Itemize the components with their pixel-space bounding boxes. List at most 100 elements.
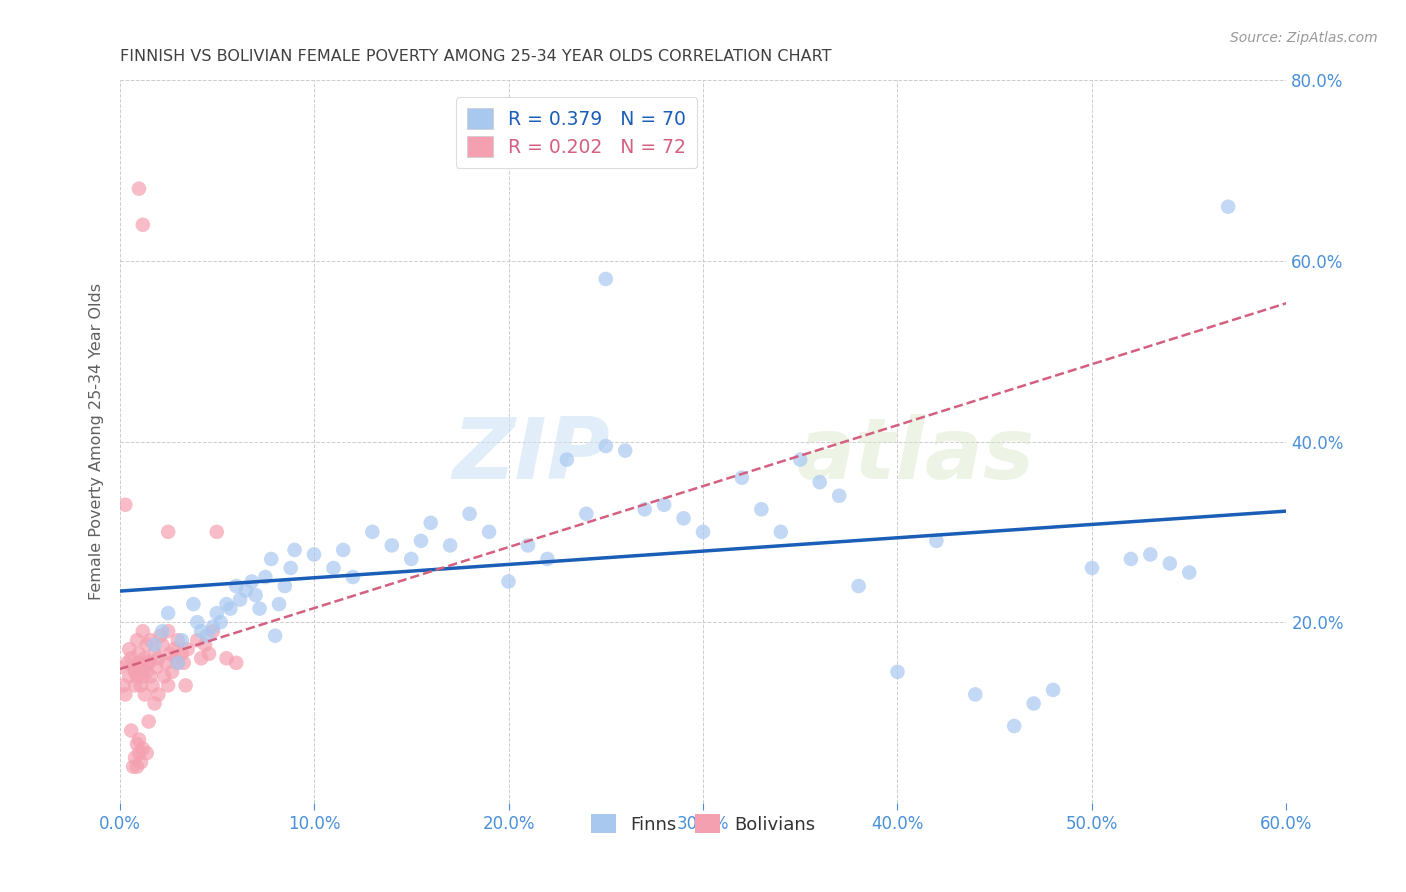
Point <box>143 638 166 652</box>
Point <box>129 660 152 674</box>
Point <box>1042 682 1064 697</box>
Point <box>229 592 252 607</box>
Point <box>190 651 212 665</box>
Point <box>132 218 155 232</box>
Text: ZIP: ZIP <box>451 415 610 498</box>
Point <box>274 579 297 593</box>
Point <box>195 629 218 643</box>
Point <box>174 678 197 692</box>
Point <box>672 511 695 525</box>
Point <box>125 669 148 683</box>
Y-axis label: Female Poverty Among 25-34 Year Olds: Female Poverty Among 25-34 Year Olds <box>89 283 104 600</box>
Point <box>634 502 657 516</box>
Point <box>692 524 714 539</box>
Point <box>128 746 150 760</box>
Point <box>1139 548 1161 562</box>
Point <box>143 647 166 661</box>
Text: FINNISH VS BOLIVIAN FEMALE POVERTY AMONG 25-34 YEAR OLDS CORRELATION CHART: FINNISH VS BOLIVIAN FEMALE POVERTY AMONG… <box>120 49 831 64</box>
Point <box>965 687 987 701</box>
Point <box>120 723 142 738</box>
Point <box>139 633 162 648</box>
Point <box>166 633 188 648</box>
Point <box>138 656 160 670</box>
Point <box>249 601 271 615</box>
Point <box>142 678 165 692</box>
Point <box>157 678 180 692</box>
Point <box>135 746 157 760</box>
Point <box>143 697 166 711</box>
Point <box>361 524 384 539</box>
Point <box>409 533 432 548</box>
Point <box>848 579 870 593</box>
Point <box>828 489 851 503</box>
Point <box>153 669 176 683</box>
Point <box>925 533 948 548</box>
Point <box>128 647 150 661</box>
Point <box>134 651 156 665</box>
Point <box>322 561 344 575</box>
Point <box>198 647 221 661</box>
Point <box>245 588 267 602</box>
Point <box>194 638 217 652</box>
Point <box>342 570 364 584</box>
Text: atlas: atlas <box>796 415 1035 498</box>
Point <box>125 760 148 774</box>
Point <box>157 524 180 539</box>
Point <box>160 665 183 679</box>
Point <box>186 633 208 648</box>
Point <box>155 656 177 670</box>
Point <box>128 732 150 747</box>
Point <box>478 524 501 539</box>
Point <box>205 524 228 539</box>
Point <box>652 498 675 512</box>
Point <box>267 597 290 611</box>
Point <box>517 538 540 552</box>
Point <box>122 660 145 674</box>
Point <box>118 642 141 657</box>
Point <box>166 656 188 670</box>
Point <box>138 714 160 729</box>
Point <box>215 651 238 665</box>
Point <box>148 687 170 701</box>
Point <box>134 687 156 701</box>
Point <box>108 660 131 674</box>
Point <box>190 624 212 639</box>
Point <box>114 687 136 701</box>
Point <box>157 624 180 639</box>
Point <box>254 570 277 584</box>
Point <box>170 633 193 648</box>
Point <box>149 629 172 643</box>
Point <box>145 660 167 674</box>
Point <box>751 502 773 516</box>
Point <box>235 583 257 598</box>
Point <box>138 656 160 670</box>
Point <box>498 574 520 589</box>
Point <box>124 665 146 679</box>
Point <box>209 615 232 630</box>
Point <box>132 669 155 683</box>
Point <box>439 538 461 552</box>
Point <box>117 656 139 670</box>
Point <box>132 624 155 639</box>
Point <box>225 579 247 593</box>
Point <box>166 656 188 670</box>
Point <box>132 741 155 756</box>
Point <box>129 755 152 769</box>
Point <box>401 552 423 566</box>
Point <box>575 507 598 521</box>
Point <box>112 678 135 692</box>
Point <box>157 606 180 620</box>
Point <box>135 638 157 652</box>
Point <box>1081 561 1104 575</box>
Point <box>148 651 170 665</box>
Point <box>205 606 228 620</box>
Point <box>139 669 162 683</box>
Point <box>122 760 145 774</box>
Point <box>150 624 173 639</box>
Point <box>173 656 195 670</box>
Point <box>332 542 354 557</box>
Point <box>419 516 441 530</box>
Point <box>128 182 150 196</box>
Point <box>808 475 831 490</box>
Point <box>595 272 617 286</box>
